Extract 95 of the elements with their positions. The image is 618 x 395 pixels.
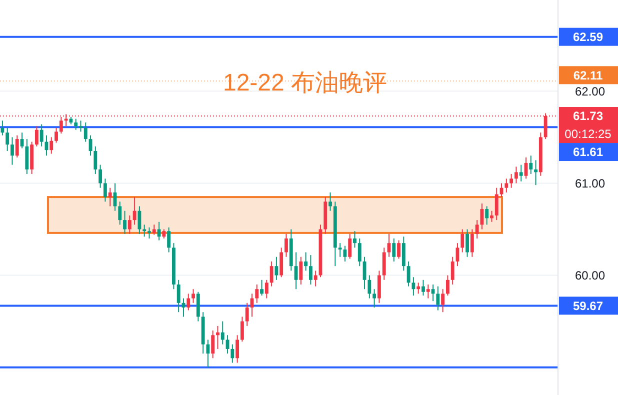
candlestick (74, 118, 78, 130)
ref-line-label: 62.59 (572, 30, 604, 44)
candlestick (264, 279, 268, 299)
candlestick (406, 260, 410, 287)
candlestick (108, 187, 112, 207)
y-tick-label: 61.00 (574, 176, 606, 190)
candlestick (123, 210, 126, 234)
candlestick (353, 230, 356, 248)
candlestick (216, 325, 220, 350)
candlestick (0, 120, 4, 136)
candlestick (34, 126, 38, 147)
candlestick (245, 302, 249, 326)
y-tick-label: 60.00 (574, 268, 606, 283)
ref-line-label: 62.11 (573, 68, 604, 82)
candlestick (148, 226, 151, 239)
candlestick (299, 256, 303, 286)
candlestick (446, 274, 450, 296)
candlestick (284, 233, 288, 258)
candlestick (304, 252, 308, 272)
candlestick (387, 233, 391, 258)
candlestick (118, 201, 122, 226)
candlestick (25, 138, 29, 175)
candlestick (402, 236, 406, 272)
candlestick (490, 210, 494, 222)
candlestick (450, 256, 454, 286)
candlestick (328, 192, 332, 212)
candlestick (377, 270, 381, 304)
candlestick (368, 274, 372, 299)
candlestick (534, 160, 538, 186)
candlestick (460, 228, 464, 253)
candlestick (10, 136, 14, 166)
candlestick (84, 122, 88, 142)
candlestick (470, 228, 474, 258)
candlestick (103, 178, 107, 202)
candlestick (436, 286, 440, 311)
text: 12-22 布油晚评 (222, 69, 388, 96)
candlestick (186, 293, 190, 311)
candlestick (314, 270, 318, 287)
candlestick (40, 124, 44, 147)
candlestick (397, 240, 400, 260)
candlestick (152, 224, 156, 236)
candlestick (348, 233, 352, 260)
candlestick (441, 288, 445, 313)
candlestick (128, 214, 132, 234)
ref-line-label: 61.73 (572, 109, 604, 124)
candlestick (382, 247, 386, 280)
candlestick (167, 226, 171, 253)
candlestick (132, 196, 136, 226)
candlestick (372, 288, 376, 308)
candlestick (211, 330, 215, 359)
candlestick (504, 178, 508, 193)
candlestick (343, 245, 347, 262)
candlestick (475, 220, 479, 239)
candlestick (280, 247, 284, 278)
candlestick (260, 279, 264, 296)
candlestick (240, 316, 244, 342)
candlestick (519, 164, 523, 182)
ref-line-label: 61.61 (572, 145, 604, 160)
candlestick (510, 174, 514, 188)
candlestick (480, 202, 484, 230)
candlestick (426, 284, 430, 299)
candlestick (494, 187, 498, 221)
candlestick (206, 339, 210, 368)
candlestick (15, 134, 19, 158)
candlestick (308, 254, 312, 286)
candlestick (270, 260, 274, 287)
candlestick (392, 238, 396, 262)
candlestick (255, 284, 259, 304)
candlestick (529, 155, 533, 175)
candlestick (274, 256, 278, 280)
candlestick (358, 238, 362, 267)
candlestick (50, 136, 54, 154)
candlestick (485, 206, 489, 226)
candlestick (236, 334, 240, 364)
candlestick (98, 164, 102, 188)
candlestick (192, 288, 195, 304)
text: 00:12:25 (564, 127, 612, 142)
candlestick (94, 146, 98, 175)
candlestick (514, 166, 518, 184)
candlestick (338, 242, 342, 258)
candlestick (162, 228, 166, 239)
candlestick (416, 282, 420, 294)
candlestick (79, 120, 82, 132)
candlestick (422, 279, 425, 296)
ref-line-label: 59.67 (572, 298, 604, 313)
candlestick (138, 206, 142, 234)
candlestick (6, 127, 10, 152)
candlestick (466, 228, 469, 258)
candlestick (176, 279, 180, 313)
candlestick (220, 320, 224, 345)
candlestick (54, 127, 58, 144)
candlestick (196, 291, 200, 322)
y-tick-label: 62.00 (574, 84, 606, 98)
candlestick (412, 276, 416, 296)
candlestick (230, 344, 234, 364)
